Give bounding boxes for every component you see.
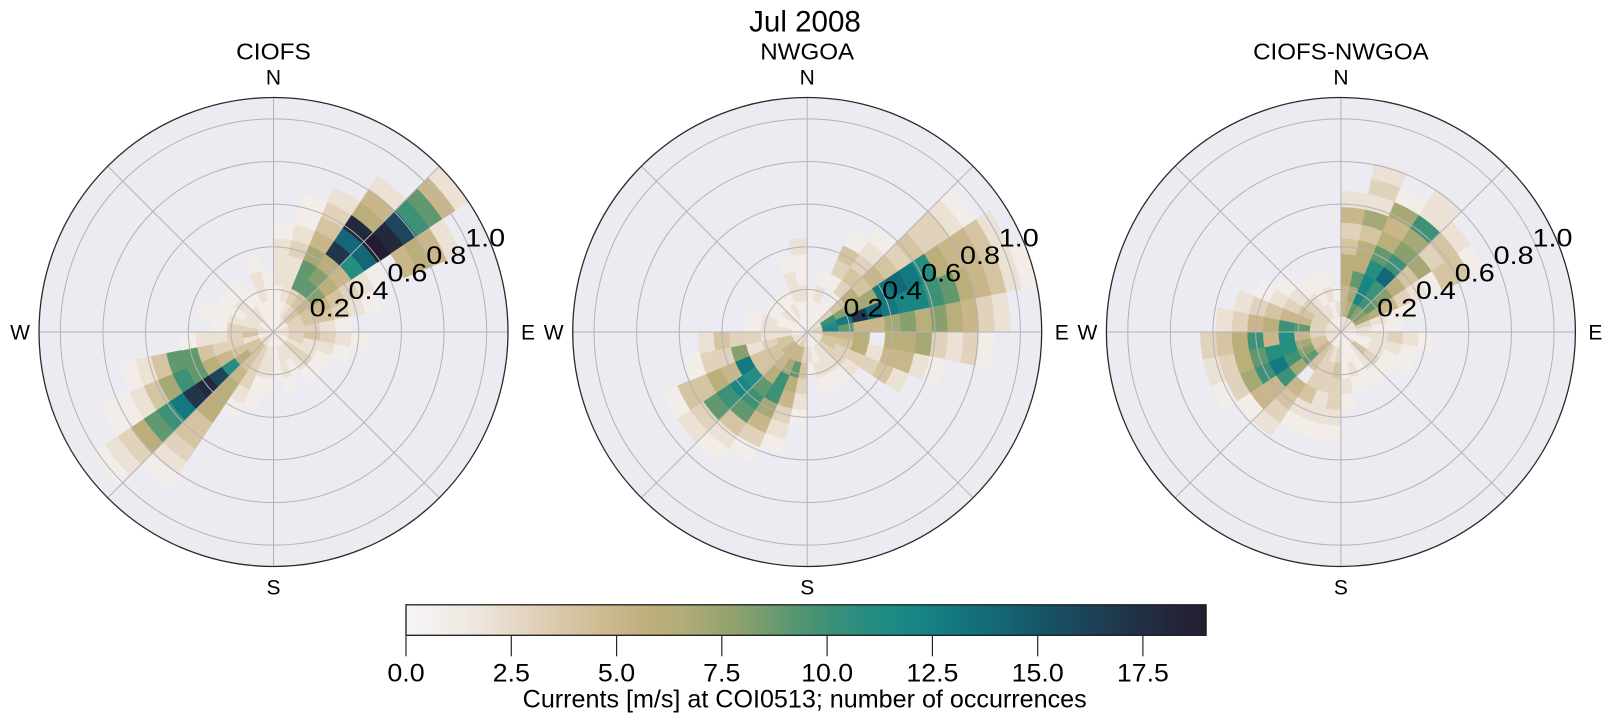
svg-text:0.4: 0.4 — [349, 277, 389, 305]
svg-text:17.5: 17.5 — [1117, 660, 1169, 688]
svg-text:0.8: 0.8 — [426, 242, 466, 270]
svg-text:S: S — [800, 577, 814, 600]
svg-text:0.4: 0.4 — [882, 277, 922, 305]
svg-text:1.0: 1.0 — [465, 225, 505, 253]
svg-text:10.0: 10.0 — [801, 660, 853, 688]
svg-text:Currents [m/s] at COI0513; num: Currents [m/s] at COI0513; number of occ… — [523, 686, 1087, 714]
svg-text:W: W — [10, 322, 30, 345]
svg-text:N: N — [1333, 67, 1348, 90]
svg-text:S: S — [1334, 577, 1348, 600]
svg-text:2.5: 2.5 — [493, 660, 530, 688]
svg-text:W: W — [1077, 322, 1097, 345]
svg-text:Jul 2008: Jul 2008 — [749, 6, 861, 39]
svg-text:0.6: 0.6 — [387, 260, 427, 288]
svg-text:0.8: 0.8 — [1494, 242, 1534, 270]
svg-text:0.2: 0.2 — [843, 295, 883, 323]
svg-text:CIOFS: CIOFS — [236, 39, 311, 65]
svg-text:0.0: 0.0 — [387, 660, 424, 688]
svg-text:0.6: 0.6 — [921, 260, 961, 288]
svg-text:E: E — [521, 322, 535, 345]
svg-text:N: N — [800, 67, 815, 90]
svg-text:15.0: 15.0 — [1012, 660, 1064, 688]
svg-text:E: E — [1055, 322, 1069, 345]
svg-text:N: N — [266, 67, 281, 90]
svg-text:0.2: 0.2 — [1377, 295, 1417, 323]
svg-text:0.2: 0.2 — [310, 295, 350, 323]
svg-text:NWGOA: NWGOA — [760, 39, 855, 65]
svg-text:1.0: 1.0 — [1533, 225, 1573, 253]
svg-text:12.5: 12.5 — [906, 660, 958, 688]
svg-text:E: E — [1588, 322, 1602, 345]
svg-text:0.8: 0.8 — [960, 242, 1000, 270]
svg-text:W: W — [544, 322, 564, 345]
svg-text:1.0: 1.0 — [999, 225, 1039, 253]
svg-text:5.0: 5.0 — [598, 660, 635, 688]
svg-text:0.4: 0.4 — [1416, 277, 1456, 305]
svg-text:7.5: 7.5 — [703, 660, 740, 688]
svg-text:0.6: 0.6 — [1455, 260, 1495, 288]
svg-text:CIOFS-NWGOA: CIOFS-NWGOA — [1253, 39, 1429, 65]
svg-text:S: S — [266, 577, 280, 600]
